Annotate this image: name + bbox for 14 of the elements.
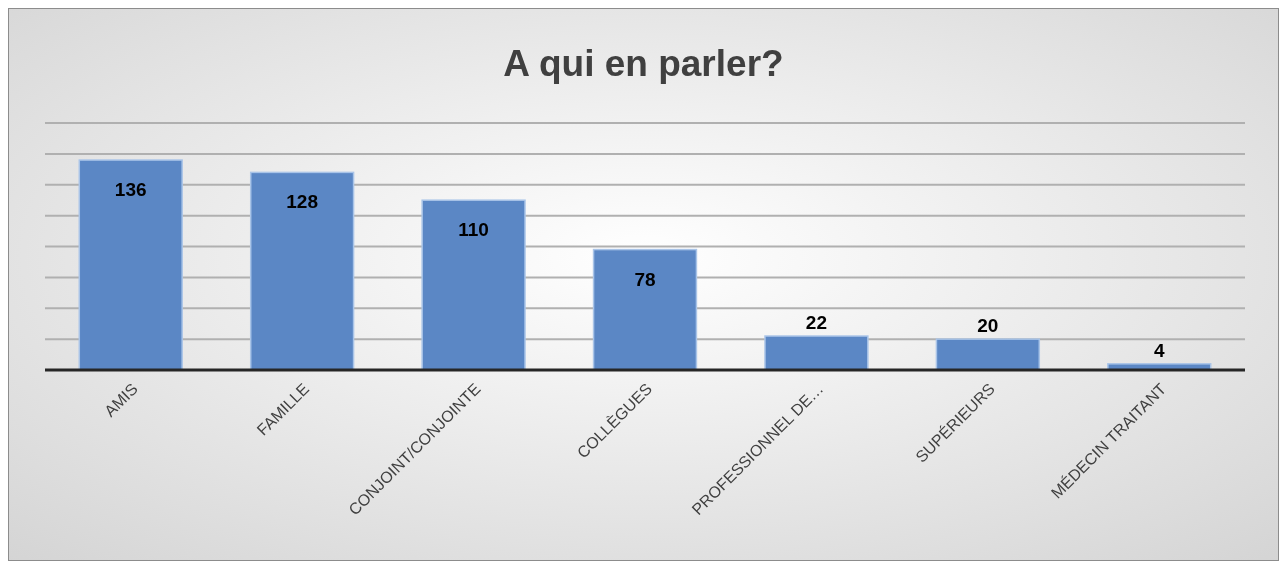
data-label: 20 [977, 315, 999, 337]
data-label: 136 [114, 179, 147, 201]
bar [421, 199, 526, 371]
data-label: 128 [286, 191, 318, 213]
bar [78, 159, 183, 371]
bar [249, 171, 355, 371]
bar [764, 335, 869, 371]
bar [592, 248, 698, 371]
data-label: 4 [1154, 339, 1165, 361]
data-label: 22 [805, 312, 827, 334]
data-label: 78 [634, 268, 656, 290]
bar [935, 338, 1041, 371]
chart-title: A qui en parler? [503, 43, 784, 84]
data-label: 110 [458, 219, 489, 241]
